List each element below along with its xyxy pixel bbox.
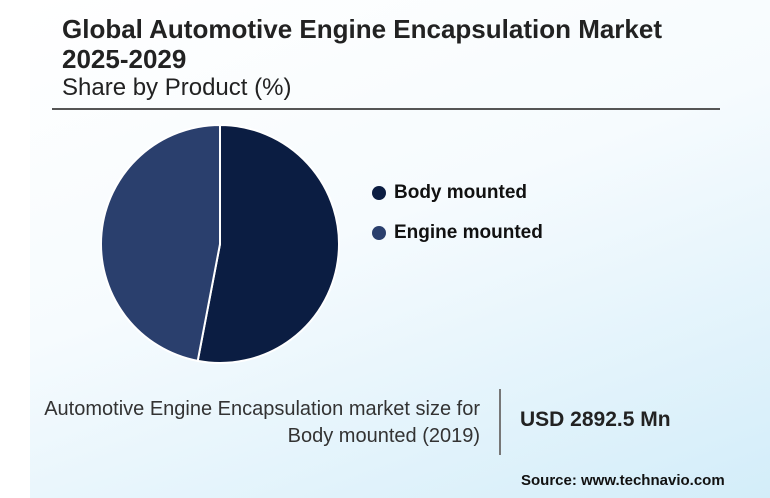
legend-swatch — [372, 186, 386, 200]
chart-title: Global Automotive Engine Encapsulation M… — [62, 14, 662, 74]
chart-subtitle: Share by Product (%) — [62, 74, 292, 101]
note-line-2: Body mounted (2019) — [287, 425, 480, 447]
legend: Body mounted Engine mounted — [372, 173, 543, 253]
market-size-note: Automotive Engine Encapsulation market s… — [0, 396, 480, 450]
legend-swatch — [372, 226, 386, 240]
source-label: Source: www.technavio.com — [521, 472, 725, 489]
pie-slice-engine-mounted — [100, 123, 221, 363]
legend-label: Engine mounted — [394, 222, 543, 243]
legend-label: Body mounted — [394, 182, 527, 203]
note-line-1: Automotive Engine Encapsulation market s… — [44, 398, 480, 420]
value-divider — [499, 389, 501, 455]
title-line-2: 2025-2029 — [62, 44, 187, 74]
legend-item-engine-mounted: Engine mounted — [372, 213, 543, 253]
pie-slice-body-mounted — [196, 123, 340, 364]
market-size-value: USD 2892.5 Mn — [520, 408, 671, 431]
title-divider — [52, 108, 720, 110]
title-line-1: Global Automotive Engine Encapsulation M… — [62, 14, 663, 44]
legend-item-body-mounted: Body mounted — [372, 173, 543, 213]
